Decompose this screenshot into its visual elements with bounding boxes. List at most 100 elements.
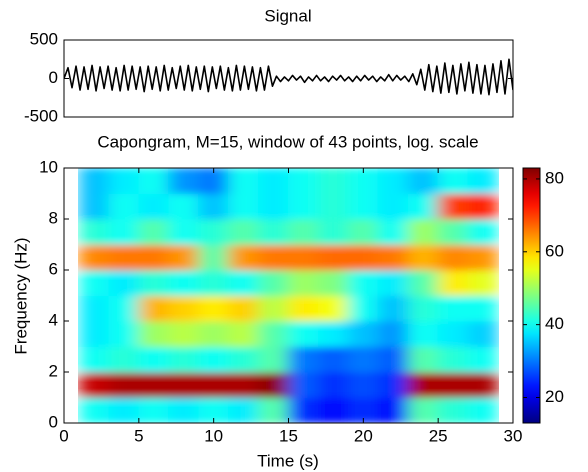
heatmap-cell: [437, 320, 469, 347]
y-tick-label: 0: [49, 68, 58, 87]
heatmap-cell: [78, 218, 110, 245]
signal-line: [64, 58, 513, 96]
heatmap-cell: [108, 193, 140, 220]
heatmap-cell: [198, 320, 230, 347]
signal-plot: [64, 58, 513, 96]
heatmap-cell: [437, 397, 469, 423]
heatmap-cell: [198, 218, 230, 245]
heatmap-cell: [347, 295, 379, 322]
x-tick-label: 5: [134, 426, 143, 445]
heatmap-cell: [407, 320, 439, 347]
heatmap-cell: [407, 168, 439, 194]
heatmap-cell: [317, 320, 349, 347]
heatmap-cell: [168, 269, 200, 296]
x-tick-label: 10: [204, 426, 223, 445]
heatmap-cell: [78, 371, 110, 398]
heatmap-cell: [347, 320, 379, 347]
heatmap-cell: [288, 244, 319, 271]
heatmap-cell: [228, 397, 260, 423]
heatmap-cell: [78, 320, 110, 347]
heatmap-cell: [377, 371, 409, 398]
heatmap-cell: [138, 193, 170, 220]
heatmap-cell: [467, 193, 499, 220]
heatmap-cell: [347, 269, 379, 296]
y-tick-label: -500: [24, 106, 58, 125]
heatmap-cell: [168, 371, 200, 398]
heatmap-cell: [407, 193, 439, 220]
y-axis-label: Frequency (Hz): [11, 237, 30, 354]
heatmap-cell: [168, 320, 200, 347]
x-tick-label: 0: [59, 426, 68, 445]
heatmap-cell: [467, 218, 499, 245]
heatmap-cell: [168, 218, 200, 245]
signal-axes: [63, 39, 514, 118]
heatmap-cell: [258, 193, 289, 220]
heatmap-cell: [258, 371, 289, 398]
heatmap-cell: [138, 244, 170, 271]
heatmap-cell: [258, 244, 289, 271]
heatmap-cell: [437, 218, 469, 245]
heatmap-cell: [377, 218, 409, 245]
heatmap-cell: [198, 244, 230, 271]
heatmap-cell: [317, 218, 349, 245]
heatmap-cell: [168, 397, 200, 423]
heatmap-cell: [437, 168, 469, 194]
signal-title: Signal: [264, 6, 311, 25]
heatmap-cell: [347, 346, 379, 373]
heatmap-cell: [258, 218, 289, 245]
heatmap-cell: [317, 371, 349, 398]
heatmap-cell: [258, 397, 289, 423]
y-tick-label: 2: [49, 361, 58, 380]
heatmap-cell: [317, 346, 349, 373]
heatmap-cell: [407, 244, 439, 271]
heatmap-cell: [168, 168, 200, 194]
heatmap-cell: [198, 269, 230, 296]
heatmap-cell: [258, 295, 289, 322]
colorbar-tick-label: 20: [545, 387, 564, 406]
heatmap-cell: [317, 269, 349, 296]
heatmap-cell: [377, 320, 409, 347]
heatmap-cell: [258, 346, 289, 373]
heatmap-cell: [467, 244, 499, 271]
y-tick-label: 10: [39, 157, 58, 176]
heatmap-cell: [437, 269, 469, 296]
colorbar-tick-label: 60: [545, 241, 564, 260]
heatmap-cell: [168, 346, 200, 373]
heatmap-cell: [288, 320, 319, 347]
heatmap-cell: [407, 295, 439, 322]
heatmap-cell: [347, 218, 379, 245]
heatmap-cell: [288, 346, 319, 373]
heatmap-cell: [228, 346, 260, 373]
heatmap-cell: [437, 371, 469, 398]
heatmap-cell: [317, 193, 349, 220]
heatmap-cell: [467, 168, 499, 194]
heatmap-cell: [347, 193, 379, 220]
heatmap-cell: [108, 269, 140, 296]
x-tick-label: 20: [354, 426, 373, 445]
heatmap-cell: [168, 193, 200, 220]
heatmap-cell: [108, 397, 140, 423]
heatmap-cell: [138, 168, 170, 194]
heatmap-cell: [228, 320, 260, 347]
colorbar: [522, 167, 541, 424]
heatmap-cell: [317, 168, 349, 194]
heatmap-cell: [168, 295, 200, 322]
y-tick-label: 6: [49, 259, 58, 278]
heatmap-cell: [138, 320, 170, 347]
heatmap-cell: [377, 193, 409, 220]
heatmap-cell: [317, 397, 349, 423]
heatmap-cell: [138, 346, 170, 373]
heatmap-cell: [467, 346, 499, 373]
heatmap-cell: [78, 193, 110, 220]
heatmap-cell: [467, 320, 499, 347]
y-tick-label: 0: [49, 412, 58, 431]
heatmap: [78, 168, 499, 423]
heatmap-cell: [198, 193, 230, 220]
heatmap-cell: [78, 269, 110, 296]
y-tick-label: 500: [30, 29, 58, 48]
heatmap-cell: [78, 168, 110, 194]
x-tick-label: 25: [429, 426, 448, 445]
heatmap-cell: [228, 193, 260, 220]
heatmap-cell: [377, 397, 409, 423]
